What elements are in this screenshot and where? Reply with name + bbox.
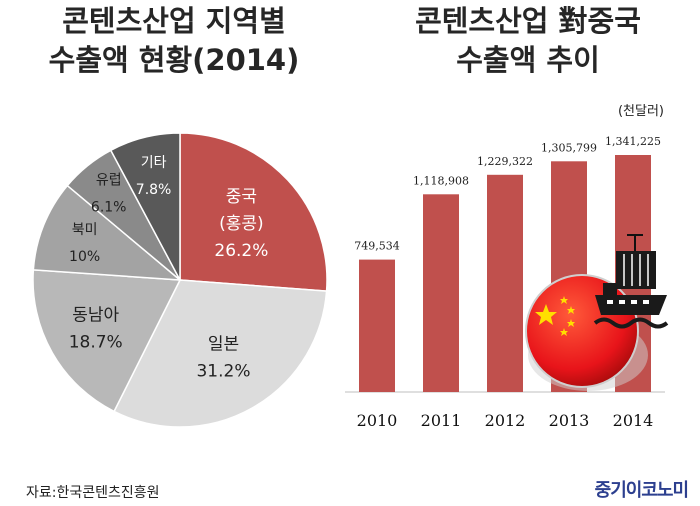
pie-category-label: 유럽 [96,173,122,189]
pie-category-label: (홍콩) [219,214,264,234]
unit-label: (천달러) [618,104,664,119]
bar-chart: (천달러) 749,534 2010 1,118,908 2011 1,229,322 20… [345,104,669,430]
source-label: 자료:한국콘텐츠진흥원 [26,485,160,501]
pie-slice [32,184,183,281]
pie-slice [113,279,328,428]
pie-value-label: 6.1% [91,200,127,216]
bar-chart-title: 콘텐츠산업 對중국 수출액 추이 [415,4,641,77]
pie-category-label: 일본 [208,334,239,354]
pie-chart-title: 콘텐츠산업 지역별 수출액 현황(2014) [48,4,300,77]
bar-value-label: 749,534 [354,240,400,253]
bar-value-label: 1,341,225 [605,135,661,148]
pie-category-label: 동남아 [72,306,119,326]
x-tick-label: 2011 [421,411,462,430]
pie-category-label: 기타 [141,155,167,171]
bar-value-label: 1,305,799 [541,141,597,154]
china-flag-ship-icon [525,234,669,391]
pie-value-label: 10% [69,249,100,265]
bar [359,259,395,392]
pie-value-label: 26.2% [214,241,268,261]
pie-value-label: 18.7% [69,333,123,353]
pie-category-label: 중국 [226,187,257,207]
pie-slice [109,132,181,281]
pie-slice [32,269,182,413]
pie-value-label: 7.8% [136,182,172,198]
bar-value-label: 1,229,322 [477,155,533,168]
pie-category-label: 북미 [72,222,98,238]
pie-value-label: 31.2% [196,361,250,381]
x-tick-label: 2013 [549,411,590,430]
pie-chart: 중국 (홍콩) 26.2% 일본 31.2% 동남아 18.7% 북미 10% 유럽 6.1% 기타 7… [32,132,328,428]
bar-value-label: 1,118,908 [413,174,469,187]
x-tick-label: 2010 [357,411,398,430]
bar [487,174,523,392]
x-tick-label: 2014 [613,411,654,430]
x-tick-label: 2012 [485,411,526,430]
pie-slice [179,132,328,292]
bar [423,194,459,392]
brand-logo: 중기이코노미 [594,480,689,501]
